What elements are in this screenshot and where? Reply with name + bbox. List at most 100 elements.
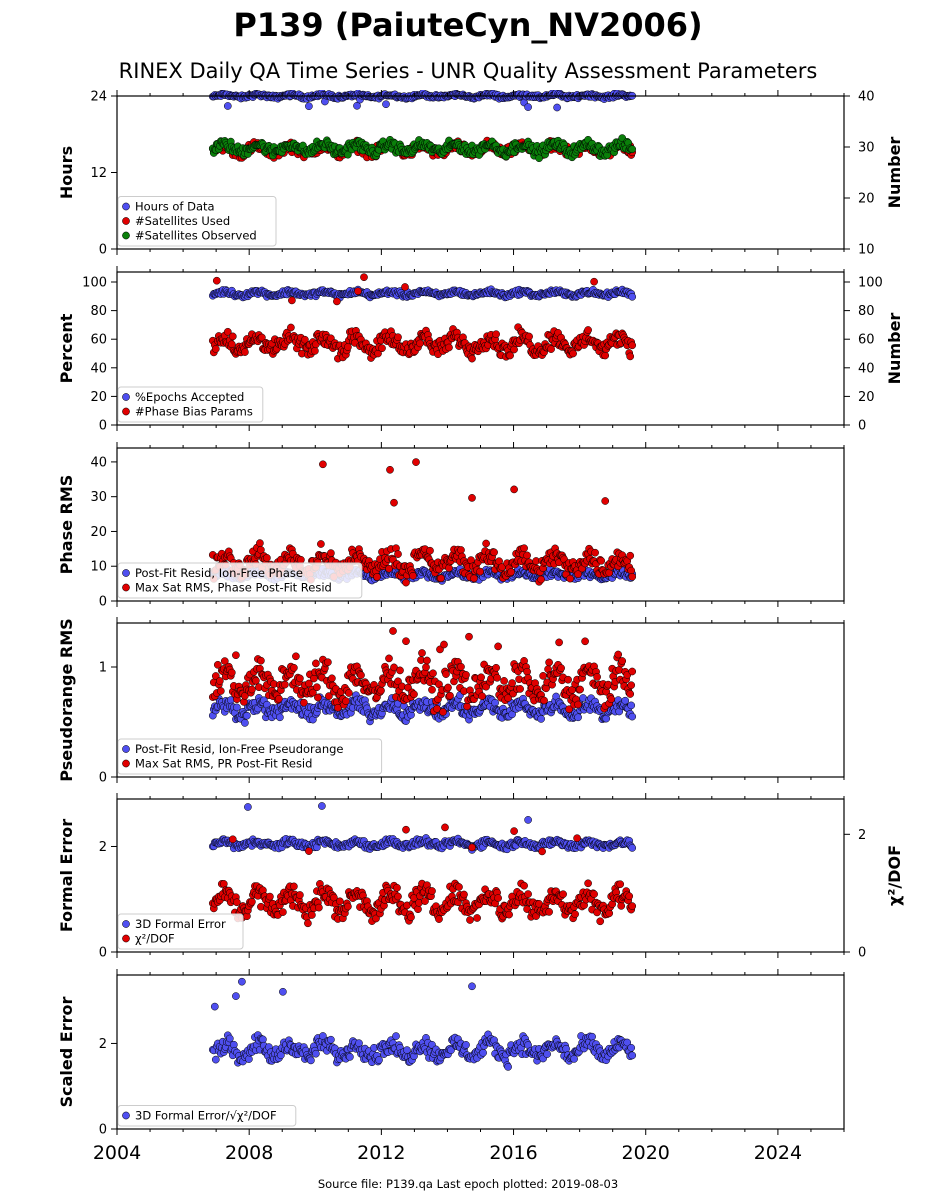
data-point bbox=[372, 914, 380, 923]
y-right-tick-label: 40 bbox=[858, 361, 875, 376]
data-point bbox=[537, 715, 545, 723]
data-point bbox=[504, 694, 512, 702]
data-point bbox=[344, 343, 352, 351]
data-point bbox=[266, 892, 274, 901]
data-point bbox=[288, 296, 296, 305]
data-point bbox=[223, 327, 232, 336]
data-point bbox=[297, 555, 305, 564]
y-tick-label: 24 bbox=[90, 90, 107, 105]
data-point bbox=[378, 344, 386, 353]
data-point bbox=[625, 892, 634, 901]
data-point bbox=[566, 574, 574, 583]
data-point bbox=[581, 637, 589, 646]
y-right-tick-label: 20 bbox=[858, 390, 875, 405]
data-point bbox=[390, 498, 398, 507]
data-point bbox=[628, 292, 637, 301]
data-point bbox=[466, 916, 474, 924]
data-point bbox=[277, 1051, 285, 1060]
data-point bbox=[346, 1053, 354, 1061]
data-point bbox=[416, 339, 424, 348]
data-point bbox=[573, 834, 581, 843]
y-right-tick-label: 40 bbox=[858, 90, 875, 105]
data-point bbox=[385, 654, 393, 663]
data-point bbox=[305, 847, 313, 855]
data-point bbox=[574, 700, 582, 709]
data-point bbox=[225, 1034, 234, 1043]
data-point bbox=[574, 713, 582, 722]
data-point bbox=[317, 540, 325, 548]
data-point bbox=[402, 637, 410, 646]
figure-subtitle: RINEX Daily QA Time Series - UNR Quality… bbox=[119, 59, 818, 83]
data-point bbox=[296, 674, 304, 683]
data-point bbox=[428, 887, 436, 895]
data-point bbox=[292, 652, 300, 661]
legend-marker bbox=[122, 745, 130, 753]
data-point bbox=[232, 992, 240, 1000]
data-point bbox=[500, 677, 508, 685]
data-point bbox=[444, 683, 452, 692]
legend-marker bbox=[122, 407, 130, 416]
data-point bbox=[428, 685, 436, 694]
legend-marker bbox=[122, 583, 130, 592]
data-point bbox=[457, 662, 465, 671]
legend-marker bbox=[122, 202, 130, 211]
data-point bbox=[601, 497, 610, 505]
data-point bbox=[423, 656, 431, 665]
panel-1-points bbox=[208, 90, 637, 163]
data-point bbox=[421, 897, 429, 905]
data-point bbox=[305, 102, 313, 111]
y-axis-label: Hours bbox=[57, 146, 76, 199]
data-point bbox=[353, 101, 361, 110]
legend-marker bbox=[122, 231, 130, 240]
y-tick-label: 10 bbox=[90, 560, 107, 575]
data-point bbox=[215, 677, 224, 685]
legend: %Epochs Accepted#Phase Bias Params bbox=[117, 386, 264, 423]
data-point bbox=[553, 103, 561, 112]
data-point bbox=[216, 687, 225, 695]
data-point bbox=[377, 686, 385, 695]
y-right-tick-label: 0 bbox=[858, 419, 866, 434]
data-point bbox=[462, 671, 470, 679]
data-point bbox=[223, 102, 232, 110]
data-point bbox=[621, 696, 630, 705]
data-point bbox=[564, 675, 572, 684]
data-point bbox=[426, 546, 434, 555]
y-tick-label: 0 bbox=[99, 595, 107, 610]
data-point bbox=[318, 802, 326, 810]
data-point bbox=[507, 568, 515, 576]
data-point bbox=[327, 549, 335, 557]
data-point bbox=[357, 671, 365, 680]
legend-entry: #Satellites Used bbox=[135, 214, 230, 228]
y-tick-label: 80 bbox=[90, 304, 107, 319]
data-point bbox=[319, 460, 327, 469]
data-point bbox=[402, 578, 410, 587]
data-point bbox=[244, 803, 252, 811]
data-point bbox=[227, 668, 236, 677]
data-point bbox=[328, 674, 336, 683]
data-point bbox=[233, 898, 241, 907]
legend-entry: 3D Formal Error bbox=[135, 917, 226, 931]
data-point bbox=[584, 879, 592, 888]
data-point bbox=[626, 352, 635, 361]
legend-entry: χ²/DOF bbox=[135, 932, 175, 946]
y-tick-label: 0 bbox=[99, 419, 107, 434]
data-point bbox=[211, 345, 220, 353]
legend-entry: %Epochs Accepted bbox=[135, 390, 244, 404]
data-point bbox=[576, 685, 584, 694]
data-point bbox=[301, 335, 309, 344]
data-point bbox=[435, 915, 443, 923]
data-point bbox=[516, 685, 524, 693]
y-right-tick-label: 2 bbox=[858, 828, 866, 843]
data-point bbox=[211, 672, 220, 680]
data-point bbox=[601, 351, 610, 360]
data-point bbox=[628, 572, 637, 581]
data-point bbox=[210, 1002, 219, 1011]
data-point bbox=[493, 673, 501, 682]
data-point bbox=[468, 494, 476, 502]
data-point bbox=[394, 333, 402, 342]
data-point bbox=[626, 690, 635, 698]
data-point bbox=[256, 539, 264, 547]
